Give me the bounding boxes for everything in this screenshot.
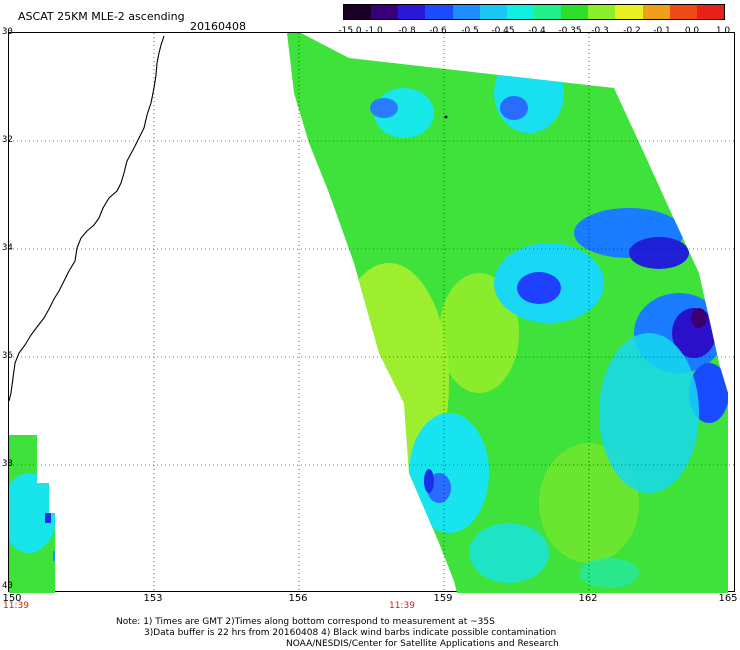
color-swatch <box>696 5 724 19</box>
island-dot <box>444 115 448 119</box>
color-swatch <box>506 5 534 19</box>
color-swatch <box>398 5 426 19</box>
left-swath-data <box>9 435 55 593</box>
pass-time: 11:39 <box>389 601 415 611</box>
color-scale-label: -0.8 <box>398 26 416 36</box>
color-swatch <box>588 5 616 19</box>
color-scale-label: -0.1 <box>653 26 671 36</box>
lat-label: 32 <box>2 135 13 145</box>
note-line: Note: 1) Times are GMT 2)Times along bot… <box>116 617 495 627</box>
graticule <box>9 33 736 593</box>
lat-label: 34 <box>2 243 13 253</box>
lon-label: 165 <box>718 593 738 604</box>
color-swatch <box>479 5 507 19</box>
pass-time: 11:39 <box>3 601 29 611</box>
color-scale-label: 0.0 <box>684 26 700 36</box>
color-scale-label: -0.35 <box>558 26 582 36</box>
color-swatch <box>452 5 480 19</box>
credit-line: NOAA/NESDIS/Center for Satellite Applica… <box>286 639 559 649</box>
lon-label: 162 <box>578 593 598 604</box>
color-scale-label: -0.3 <box>591 26 609 36</box>
color-scale-label: -0.45 <box>491 26 515 36</box>
color-swatch <box>533 5 562 19</box>
color-scale-label: -15.0 <box>338 26 362 36</box>
lat-label: 30 <box>2 27 13 37</box>
color-swatch <box>615 5 643 19</box>
lon-label: 150 <box>2 593 22 604</box>
color-scale-label: -0.4 <box>528 26 546 36</box>
lon-label: 156 <box>288 593 308 604</box>
lon-label: 159 <box>433 593 453 604</box>
color-scale-label: -0.2 <box>623 26 641 36</box>
color-swatch <box>561 5 589 19</box>
color-swatch <box>642 5 670 19</box>
swath-map-svg <box>8 33 736 593</box>
lat-label: 38 <box>2 459 13 469</box>
lon-label: 153 <box>143 593 163 604</box>
note-line: 3)Data buffer is 22 hrs from 20160408 4)… <box>144 628 557 638</box>
product-title: ASCAT 25KM MLE-2 ascending <box>18 10 185 23</box>
lat-label: 40 <box>2 581 13 591</box>
color-swatch <box>425 5 453 19</box>
color-scale-labels: -15.0 -1.0 -0.8 -0.6 -0.5 -0.45 -0.4 -0.35 -0.3 -… <box>330 26 730 38</box>
color-swatch <box>371 5 399 19</box>
color-scale-label: -0.5 <box>461 26 479 36</box>
color-swatch <box>344 5 372 19</box>
product-date: 20160408 <box>190 20 246 33</box>
lat-label: 36 <box>2 351 13 361</box>
color-scale-label: -0.6 <box>429 26 447 36</box>
swath-map[interactable] <box>8 32 736 593</box>
color-scale-label: -1.0 <box>365 26 383 36</box>
swath-data <box>287 33 728 593</box>
color-scale-bar <box>343 4 725 20</box>
color-swatch <box>669 5 697 19</box>
color-scale-label: 1.0 <box>715 26 731 36</box>
coastline <box>8 35 165 402</box>
